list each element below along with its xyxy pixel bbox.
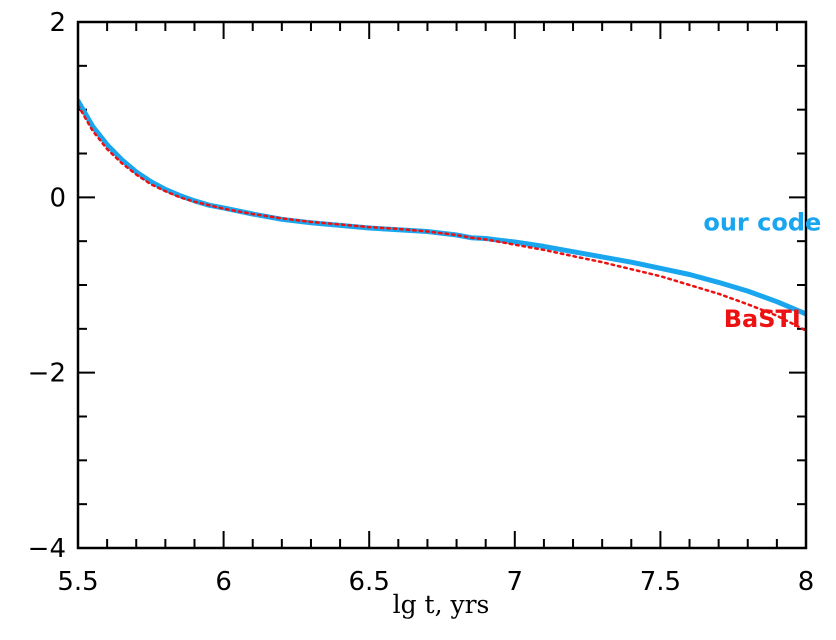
x-tick-label: 8 — [798, 567, 815, 597]
x-axis-title: lg t, yrs — [393, 590, 490, 619]
series-line-basti — [78, 104, 806, 332]
plot-frame — [76, 20, 808, 550]
y-tick-label: 2 — [49, 8, 66, 38]
series-label-basti: BaSTI — [724, 305, 801, 333]
y-tick-label: −2 — [28, 359, 66, 389]
y-tick-label: −4 — [28, 534, 66, 564]
x-tick-label: 5.5 — [57, 567, 98, 597]
x-tick-label: 7 — [507, 567, 524, 597]
series-line-our-code — [78, 98, 806, 317]
y-tick-label: 0 — [49, 183, 66, 213]
x-tick-label: 6 — [215, 567, 232, 597]
x-tick-label: 7.5 — [640, 567, 681, 597]
x-tick-label: 6.5 — [349, 567, 390, 597]
series-label-our-code: our code — [703, 209, 821, 237]
